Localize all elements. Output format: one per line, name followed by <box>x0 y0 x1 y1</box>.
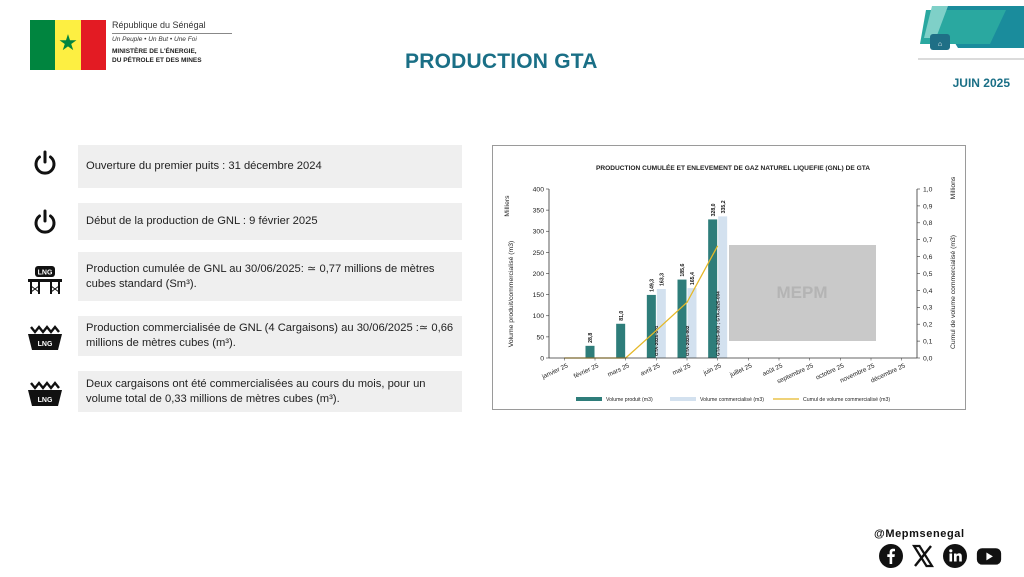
bar-volume-produit <box>708 219 718 358</box>
y-tick-label: 350 <box>533 208 545 215</box>
info-production-start: Début de la production de GNL : 9 févrie… <box>78 203 462 240</box>
info-monthly-cargoes: Deux cargaisons ont été commercialisées … <box>78 371 462 412</box>
y2-tick-label: 0,4 <box>923 288 933 295</box>
y2-tick-label: 0,8 <box>923 220 933 227</box>
info-first-well-text: Ouverture du premier puits : 31 décembre… <box>86 160 322 172</box>
bar-volume-produit <box>677 279 687 358</box>
bar-label-produced: 81,0 <box>619 311 625 321</box>
x-twitter-icon[interactable] <box>910 543 936 569</box>
svg-text:⌂: ⌂ <box>938 41 942 48</box>
cargo-label: GTA-2025-001 <box>654 325 659 356</box>
info-commercialized-production-text: Production commercialisée de GNL (4 Carg… <box>86 322 454 349</box>
lng-tank-icon: LNG <box>25 264 65 298</box>
bar-label-produced: 185,6 <box>680 263 686 276</box>
y-tick-label: 400 <box>533 186 545 193</box>
legend-volume-produit-swatch <box>576 397 602 401</box>
report-date: JUIN 2025 <box>952 76 1010 90</box>
y-tick-label: 250 <box>533 250 545 257</box>
bar-volume-commercialise <box>656 289 666 358</box>
power-icon <box>28 205 62 239</box>
cargo-label: GTA-2025-003 ; GTA-2025-004 <box>715 291 720 356</box>
x-tick-label: août 25 <box>762 362 785 378</box>
svg-text:LNG: LNG <box>38 397 53 404</box>
bar-volume-produit <box>585 345 595 358</box>
y-unit-label: Milliers <box>504 195 511 217</box>
bar-volume-produit <box>646 294 656 358</box>
star-icon: ★ <box>58 30 78 55</box>
ministry-name-line1: MINISTÈRE DE L'ÉNERGIE, <box>112 48 197 55</box>
gnl-production-chart: PRODUCTION CUMULÉE ET ENLEVEMENT DE GAZ … <box>492 145 966 410</box>
republic-label: République du Sénégal <box>112 20 206 30</box>
chart-title: PRODUCTION CUMULÉE ET ENLEVEMENT DE GAZ … <box>596 163 870 172</box>
info-cumulative-production-text: Production cumulée de GNL au 30/06/2025:… <box>86 262 435 290</box>
x-tick-label: février 25 <box>573 362 601 380</box>
lng-crate-icon: LNG <box>25 378 65 412</box>
watermark-box <box>729 245 876 341</box>
chart-canvas: PRODUCTION CUMULÉE ET ENLEVEMENT DE GAZ … <box>504 163 957 403</box>
y-tick-label: 100 <box>533 313 545 320</box>
y-tick-label: 300 <box>533 229 545 236</box>
senegal-flag: ★ <box>30 20 106 70</box>
x-tick-label: juin 25 <box>702 362 723 377</box>
power-icon <box>28 146 62 180</box>
y2-tick-label: 0,3 <box>923 305 933 312</box>
legend-volume-commercialise-swatch <box>670 397 696 401</box>
info-cumulative-production: Production cumulée de GNL au 30/06/2025:… <box>78 252 462 301</box>
x-tick-label: avril 25 <box>640 362 662 377</box>
bar-volume-commercialise <box>718 216 728 358</box>
page-title: PRODUCTION GTA <box>405 50 598 73</box>
legend-cumul: Cumul de volume commercialisé (m3) <box>803 397 890 403</box>
ministry-block: République du Sénégal Un Peuple • Un But… <box>112 20 232 65</box>
y2-tick-label: 0,2 <box>923 322 933 329</box>
ministry-name-line2: DU PÉTROLE ET DES MINES <box>112 57 202 64</box>
watermark-text: MEPM <box>777 283 828 302</box>
y2-axis-label: Cumul de volume commercialisé (m3) <box>950 235 957 349</box>
y-tick-label: 200 <box>533 271 545 278</box>
bar-label-produced: 28,8 <box>588 333 594 343</box>
x-tick-label: janvier 25 <box>540 362 569 381</box>
y2-unit-label: Millions <box>950 176 957 199</box>
svg-text:LNG: LNG <box>38 341 53 348</box>
info-first-well: Ouverture du premier puits : 31 décembre… <box>78 145 462 188</box>
y2-tick-label: 0,9 <box>923 203 933 210</box>
x-tick-label: décembre 25 <box>870 362 907 384</box>
facebook-icon[interactable] <box>878 543 904 569</box>
national-motto: Un Peuple • Un But • Une Foi <box>112 36 197 43</box>
y2-tick-label: 0,6 <box>923 254 933 261</box>
lng-crate-icon: LNG <box>25 322 65 356</box>
bar-volume-produit <box>616 323 626 358</box>
bar-label-sold: 163,3 <box>660 273 666 286</box>
youtube-icon[interactable] <box>976 543 1002 569</box>
bar-label-sold: 335,2 <box>721 200 727 213</box>
info-commercialized-production: Production commercialisée de GNL (4 Carg… <box>78 316 462 356</box>
corner-logo: ⌂ <box>918 6 1024 60</box>
y2-tick-label: 0,0 <box>923 355 933 362</box>
y2-tick-label: 0,7 <box>923 237 933 244</box>
y-tick-label: 150 <box>533 292 545 299</box>
y-axis-label: Volume produit/commercialisé (m3) <box>508 241 515 348</box>
legend-volume-produit: Volume produit (m3) <box>606 397 653 403</box>
bar-label-produced: 149,3 <box>650 279 656 292</box>
social-handle: @Mepmsenegal <box>874 528 965 540</box>
y2-tick-label: 0,1 <box>923 339 933 346</box>
y-tick-label: 50 <box>536 334 544 341</box>
info-production-start-text: Début de la production de GNL : 9 févrie… <box>86 215 318 227</box>
bar-volume-commercialise <box>687 288 697 358</box>
linkedin-icon[interactable] <box>942 543 968 569</box>
bar-label-sold: 165,4 <box>690 272 696 285</box>
x-tick-label: mars 25 <box>607 362 631 378</box>
bar-label-produced: 328,0 <box>711 203 717 216</box>
legend-volume-commercialise: Volume commercialisé (m3) <box>700 397 764 403</box>
info-monthly-cargoes-text: Deux cargaisons ont été commercialisées … <box>86 377 426 405</box>
x-tick-label: juillet 25 <box>728 362 754 379</box>
cargo-label: GTA-2025-002 <box>685 325 690 356</box>
x-tick-label: mai 25 <box>671 362 692 377</box>
y2-tick-label: 0,5 <box>923 271 933 278</box>
svg-text:LNG: LNG <box>38 270 53 277</box>
y2-tick-label: 1,0 <box>923 186 933 193</box>
y-tick-label: 0 <box>540 355 544 362</box>
